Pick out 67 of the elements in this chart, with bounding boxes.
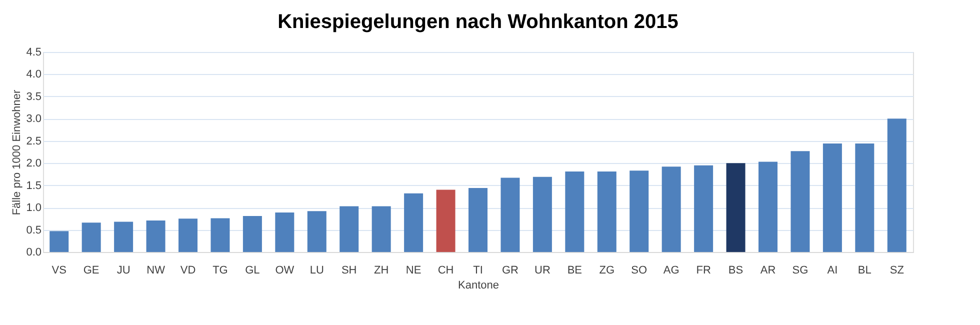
bar — [855, 144, 874, 252]
x-tick-label: ZH — [374, 264, 389, 276]
y-tick-label: 2.5 — [26, 135, 42, 148]
x-tick-label: SH — [341, 264, 357, 276]
y-tick-label: 2.0 — [26, 158, 42, 170]
x-tick-label: GL — [245, 264, 260, 276]
bar — [500, 178, 520, 252]
x-tick-label: OW — [275, 264, 295, 276]
bar — [307, 211, 326, 252]
x-tick-label: BS — [728, 264, 744, 276]
y-tick-label: 3.5 — [26, 90, 42, 103]
y-tick-label: 4.5 — [26, 46, 42, 58]
x-tick-label: GE — [83, 264, 100, 276]
y-tick-label: 4.0 — [26, 68, 42, 81]
bar — [114, 222, 134, 252]
bar — [50, 231, 69, 252]
x-tick-label: GR — [502, 264, 519, 276]
x-axis-title: Kantone — [458, 280, 499, 292]
chart-title: Kniespiegelungen nach Wohnkanton 2015 — [278, 11, 678, 33]
bar — [468, 188, 488, 252]
bar — [565, 172, 584, 252]
bar — [694, 165, 714, 252]
y-tick-label: 1.0 — [26, 202, 42, 214]
y-tick-label: 0.5 — [26, 224, 42, 236]
x-tick-label: ZG — [599, 264, 615, 276]
bar — [82, 222, 101, 252]
x-tick-label: FR — [696, 264, 711, 276]
x-tick-label: SO — [631, 264, 648, 276]
bar — [242, 216, 262, 252]
bar — [662, 166, 681, 252]
y-tick-label: 1.5 — [26, 180, 42, 192]
y-axis-title: Fälle pro 1000 Einwohner — [11, 89, 24, 216]
bar — [726, 163, 746, 252]
bar — [372, 206, 391, 252]
x-tick-label: BL — [858, 264, 872, 276]
x-tick-label: JU — [116, 264, 130, 276]
x-tick-label: BE — [567, 264, 582, 276]
x-tick-label: AI — [827, 264, 838, 276]
y-tick-label: 3.0 — [26, 113, 42, 126]
bar — [210, 218, 230, 252]
x-tick-label: CH — [438, 264, 454, 276]
bar — [340, 206, 359, 252]
x-tick-label: AG — [663, 264, 680, 276]
bar — [822, 144, 842, 252]
x-tick-label: SZ — [890, 264, 904, 276]
x-tick-label: TI — [473, 264, 483, 276]
x-tick-label: VS — [52, 264, 66, 276]
bar — [146, 220, 166, 252]
y-tick-label: 0.0 — [26, 246, 42, 258]
bar — [597, 172, 616, 252]
bar — [758, 162, 778, 252]
x-tick-label: NE — [406, 264, 422, 276]
x-tick-label: TG — [212, 264, 228, 276]
bar — [275, 212, 294, 252]
x-tick-label: SG — [792, 264, 808, 276]
bar — [887, 118, 906, 252]
bar — [178, 218, 198, 252]
x-tick-label: AR — [760, 264, 776, 276]
bar — [532, 176, 552, 252]
bar — [404, 193, 424, 252]
x-tick-label: VD — [180, 264, 196, 276]
bar — [630, 170, 649, 252]
bar — [436, 190, 456, 252]
x-tick-label: LU — [310, 264, 324, 276]
x-tick-label: NW — [146, 264, 166, 276]
x-tick-label: UR — [534, 264, 550, 276]
bar — [790, 151, 810, 252]
